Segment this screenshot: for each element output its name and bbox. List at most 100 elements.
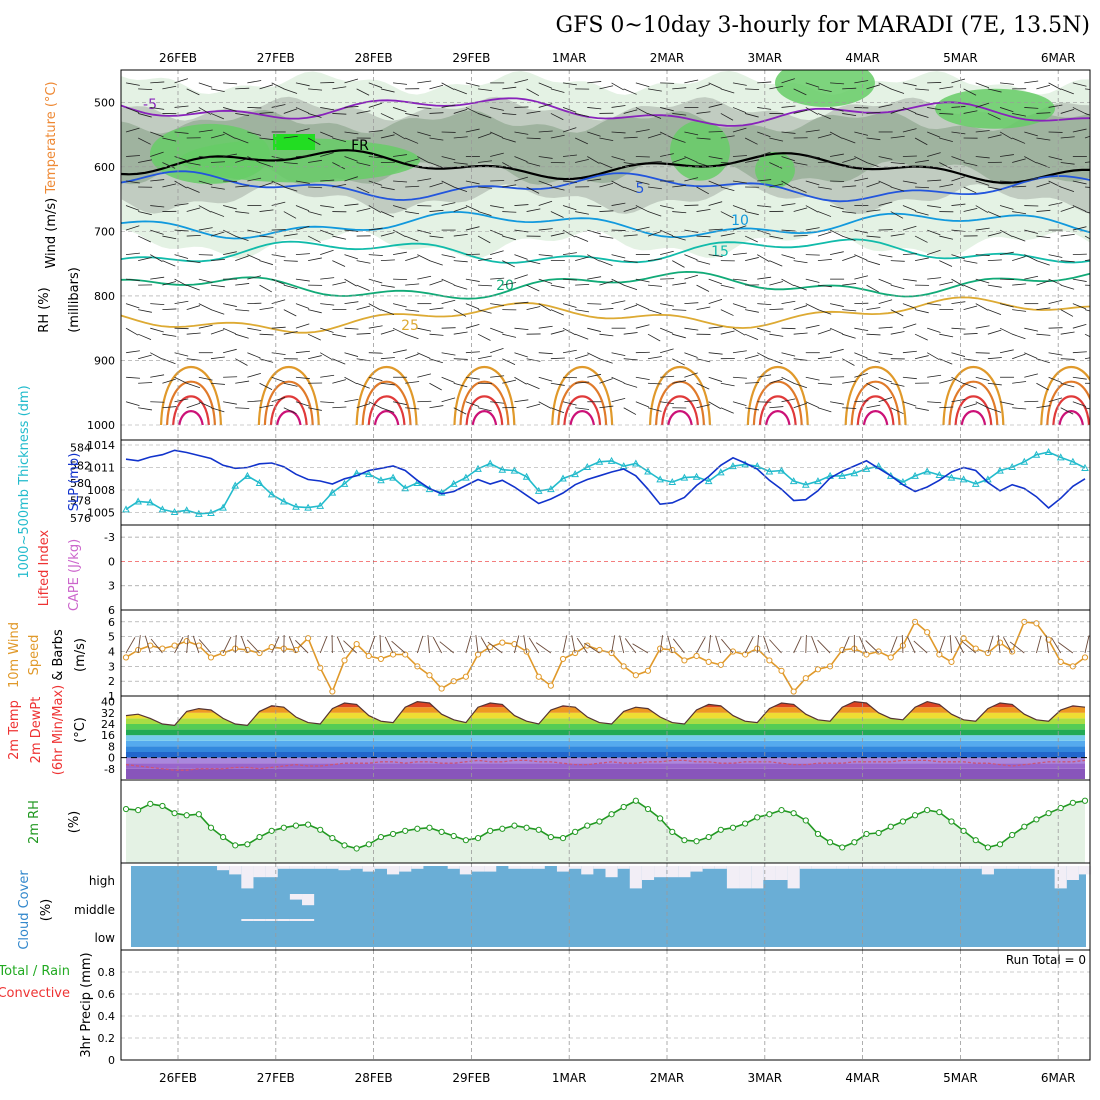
rh2m-line-point — [1033, 816, 1040, 823]
axis-title-part: (6hr Min/Max) — [51, 685, 66, 775]
wind-barb — [295, 82, 310, 87]
wind-barb — [647, 407, 662, 412]
wind-barb — [429, 382, 442, 391]
cloud-high-bar — [799, 866, 812, 869]
thickness-line-point — [583, 463, 592, 471]
rh2m-line-point — [778, 806, 785, 814]
wind-barb — [1024, 156, 1037, 164]
isotherm-10 — [121, 211, 1090, 240]
wind-speed-line-point — [402, 651, 409, 658]
wind-barb — [999, 401, 1014, 406]
wind-barb — [684, 156, 698, 163]
wind-barb — [963, 305, 978, 311]
wind-barb — [902, 401, 917, 407]
wind-barb — [611, 202, 626, 206]
surface-isotherm-lobe — [557, 380, 608, 425]
wind-barb — [599, 210, 614, 212]
wind-barb — [781, 352, 796, 357]
wind-barb — [866, 382, 880, 390]
wind-barb — [514, 376, 527, 385]
wind-barb — [478, 284, 493, 287]
wind-barb — [477, 355, 492, 360]
wind-barb — [283, 382, 298, 387]
wind-barb — [866, 182, 880, 188]
wind-barb — [708, 326, 723, 329]
surface-isotherm-lobe — [765, 410, 791, 425]
wind-barb — [1036, 137, 1051, 141]
axis-title-part: 3hr Precip (mm) — [79, 952, 94, 1057]
wind-barb — [441, 299, 456, 305]
wind-barb — [320, 152, 334, 157]
cloud-high-bar — [726, 866, 740, 889]
surface-wind-barb — [535, 642, 552, 654]
wind-barb — [417, 327, 432, 332]
wind-barb — [623, 332, 638, 335]
wind-barb — [283, 260, 298, 262]
wind-barb — [720, 233, 735, 237]
wind-speed-line-point — [487, 643, 494, 651]
cloud-low-bar — [289, 919, 303, 921]
wind-barb — [344, 156, 358, 162]
wind-barb — [757, 179, 772, 182]
surface-wind-barb — [465, 635, 472, 654]
wind-barb — [1048, 202, 1063, 206]
wind-barb — [502, 379, 517, 384]
wind-barb — [150, 276, 165, 280]
wind-barb — [392, 401, 407, 406]
rh2m-line-point — [717, 826, 724, 833]
pressure-ylabel: (millibars) — [67, 267, 82, 333]
wind-barb — [356, 110, 371, 114]
wind-barb — [271, 201, 286, 206]
surface-isotherm-lobe — [752, 380, 803, 425]
wind-barb — [526, 162, 541, 167]
wind-barb — [878, 352, 893, 356]
cloud-high-bar — [326, 866, 339, 869]
wind-barb — [1036, 182, 1050, 188]
wind-barb — [769, 260, 783, 267]
wind-barb — [927, 152, 941, 157]
wind-barb — [465, 303, 480, 310]
wind-barb — [368, 130, 383, 133]
surface-isotherm-lobe — [1040, 365, 1090, 425]
wind-barb — [307, 309, 322, 314]
wind-barb — [174, 78, 188, 84]
wind-barb — [235, 407, 250, 409]
wind-barb — [368, 227, 383, 231]
wind-barb — [975, 82, 990, 89]
wind-barb — [696, 284, 710, 292]
wind-barb — [392, 205, 407, 210]
wind-barb — [866, 404, 881, 409]
wind-barb — [222, 131, 236, 139]
wind-barb — [344, 352, 359, 357]
slp-ylabel-text: SLP (mb) — [67, 453, 82, 512]
wind-barb — [587, 107, 602, 110]
wind-barb — [684, 177, 699, 182]
surface-isotherm-lobe — [759, 395, 797, 425]
temp-tick: 0 — [108, 752, 115, 765]
wind-barb — [332, 379, 346, 384]
rh2m-line-point — [268, 827, 275, 834]
surface-wind-barb — [416, 635, 424, 654]
wind-barb — [659, 131, 673, 139]
wind-barb — [781, 180, 794, 189]
wind-barb — [757, 374, 772, 378]
wind-barb — [174, 376, 188, 384]
gridlines — [121, 70, 1090, 1061]
wind-barb — [308, 159, 322, 163]
wind-barb — [465, 107, 479, 114]
wind-barb — [502, 86, 517, 90]
surface-wind-barb — [744, 636, 754, 654]
wind-barb — [635, 278, 650, 283]
thickness-line-point — [134, 497, 142, 505]
wind-barb — [696, 83, 710, 90]
wind-barb — [1012, 158, 1026, 163]
wind-barb — [162, 378, 176, 384]
wind-barb — [1072, 278, 1087, 282]
wind-speed-line-point — [948, 658, 955, 665]
surface-wind-barb — [938, 635, 946, 654]
cloud-high-bar — [775, 866, 788, 880]
wind-barb — [963, 382, 977, 389]
wind-barb — [793, 234, 808, 237]
wind-speed-line-point — [1057, 658, 1064, 665]
wind-barb — [162, 358, 176, 365]
